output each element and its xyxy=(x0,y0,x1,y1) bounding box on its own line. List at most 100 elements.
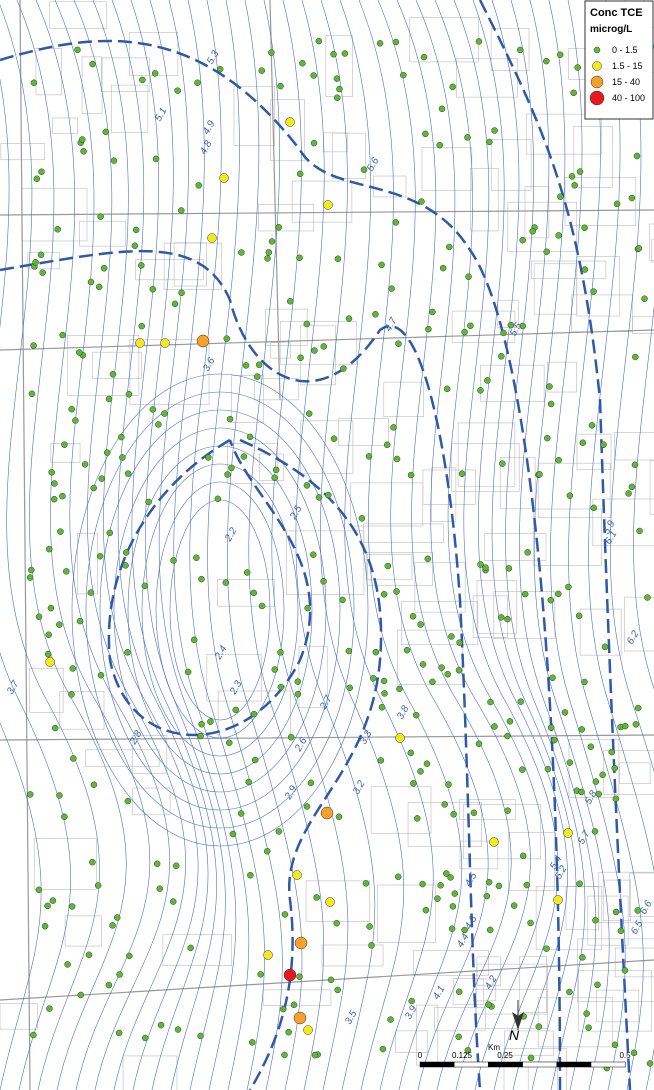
building xyxy=(459,799,516,821)
scale-tick-label: 0.25 xyxy=(497,1051,513,1060)
well xyxy=(45,657,55,667)
well xyxy=(544,434,551,442)
contour xyxy=(519,0,597,1090)
well xyxy=(544,765,552,773)
well xyxy=(499,460,506,467)
well xyxy=(51,724,59,732)
well xyxy=(407,749,415,757)
well xyxy=(566,492,574,499)
well xyxy=(207,718,214,725)
well xyxy=(555,232,562,239)
well xyxy=(293,1011,307,1025)
scale-bar: Km 0 0.125 0.25 0.5 xyxy=(418,1043,631,1068)
contour xyxy=(92,0,199,1090)
well xyxy=(557,193,564,201)
well xyxy=(59,492,66,500)
well xyxy=(345,315,353,322)
well xyxy=(410,780,417,787)
building xyxy=(484,533,547,561)
building xyxy=(254,378,299,401)
well xyxy=(194,79,201,87)
building xyxy=(231,375,264,423)
well xyxy=(506,718,514,725)
well xyxy=(28,390,36,398)
contour xyxy=(85,391,355,829)
well xyxy=(599,771,606,779)
well xyxy=(487,698,494,706)
legend-symbol xyxy=(590,75,604,89)
well xyxy=(35,613,43,620)
well xyxy=(333,75,341,82)
contour xyxy=(158,0,237,1090)
major-contours xyxy=(0,0,632,1090)
well xyxy=(439,264,447,272)
well xyxy=(254,373,261,380)
well xyxy=(193,554,200,562)
well xyxy=(237,810,245,817)
well xyxy=(296,973,303,980)
well xyxy=(535,1023,543,1030)
contour xyxy=(271,0,349,1090)
major-contour xyxy=(0,249,482,1090)
well xyxy=(625,490,632,497)
well xyxy=(566,988,573,996)
well xyxy=(429,308,436,316)
well xyxy=(543,945,550,952)
well xyxy=(307,779,315,787)
well xyxy=(387,1016,394,1023)
contour xyxy=(588,0,654,1090)
well xyxy=(115,1029,123,1037)
well xyxy=(497,614,505,621)
well xyxy=(174,87,181,94)
well xyxy=(45,631,52,638)
building xyxy=(132,787,171,816)
well xyxy=(377,757,385,764)
building xyxy=(366,554,413,580)
well xyxy=(578,788,585,796)
building xyxy=(649,460,654,515)
well xyxy=(491,723,498,730)
well xyxy=(310,551,317,558)
well xyxy=(372,648,380,656)
well xyxy=(519,766,526,773)
well xyxy=(523,881,531,889)
well xyxy=(441,801,448,808)
well xyxy=(178,289,185,297)
well xyxy=(555,590,562,598)
legend-title: Conc TCE xyxy=(590,7,643,19)
well xyxy=(315,37,323,45)
well xyxy=(578,726,585,733)
well xyxy=(145,498,152,506)
well xyxy=(155,421,162,428)
well xyxy=(303,803,311,810)
contour xyxy=(35,0,151,1090)
well xyxy=(339,596,346,604)
contour xyxy=(633,0,654,690)
scale-segment xyxy=(590,1061,626,1068)
building xyxy=(434,1007,486,1032)
well xyxy=(563,828,573,838)
building xyxy=(451,443,520,492)
well xyxy=(70,755,77,762)
building xyxy=(270,342,291,359)
well xyxy=(153,860,161,868)
well xyxy=(138,262,145,269)
road xyxy=(269,0,281,401)
well xyxy=(97,672,105,679)
building xyxy=(414,562,466,613)
building xyxy=(564,177,637,226)
well xyxy=(292,870,302,880)
well xyxy=(579,439,587,446)
well xyxy=(345,647,353,655)
legend-label: 15 - 40 xyxy=(612,77,640,87)
well xyxy=(132,226,140,234)
well xyxy=(370,675,377,682)
well xyxy=(257,971,264,978)
well xyxy=(39,269,46,276)
well xyxy=(141,582,149,590)
well xyxy=(224,471,231,478)
well xyxy=(341,50,349,57)
well xyxy=(396,685,403,693)
well xyxy=(425,325,432,333)
